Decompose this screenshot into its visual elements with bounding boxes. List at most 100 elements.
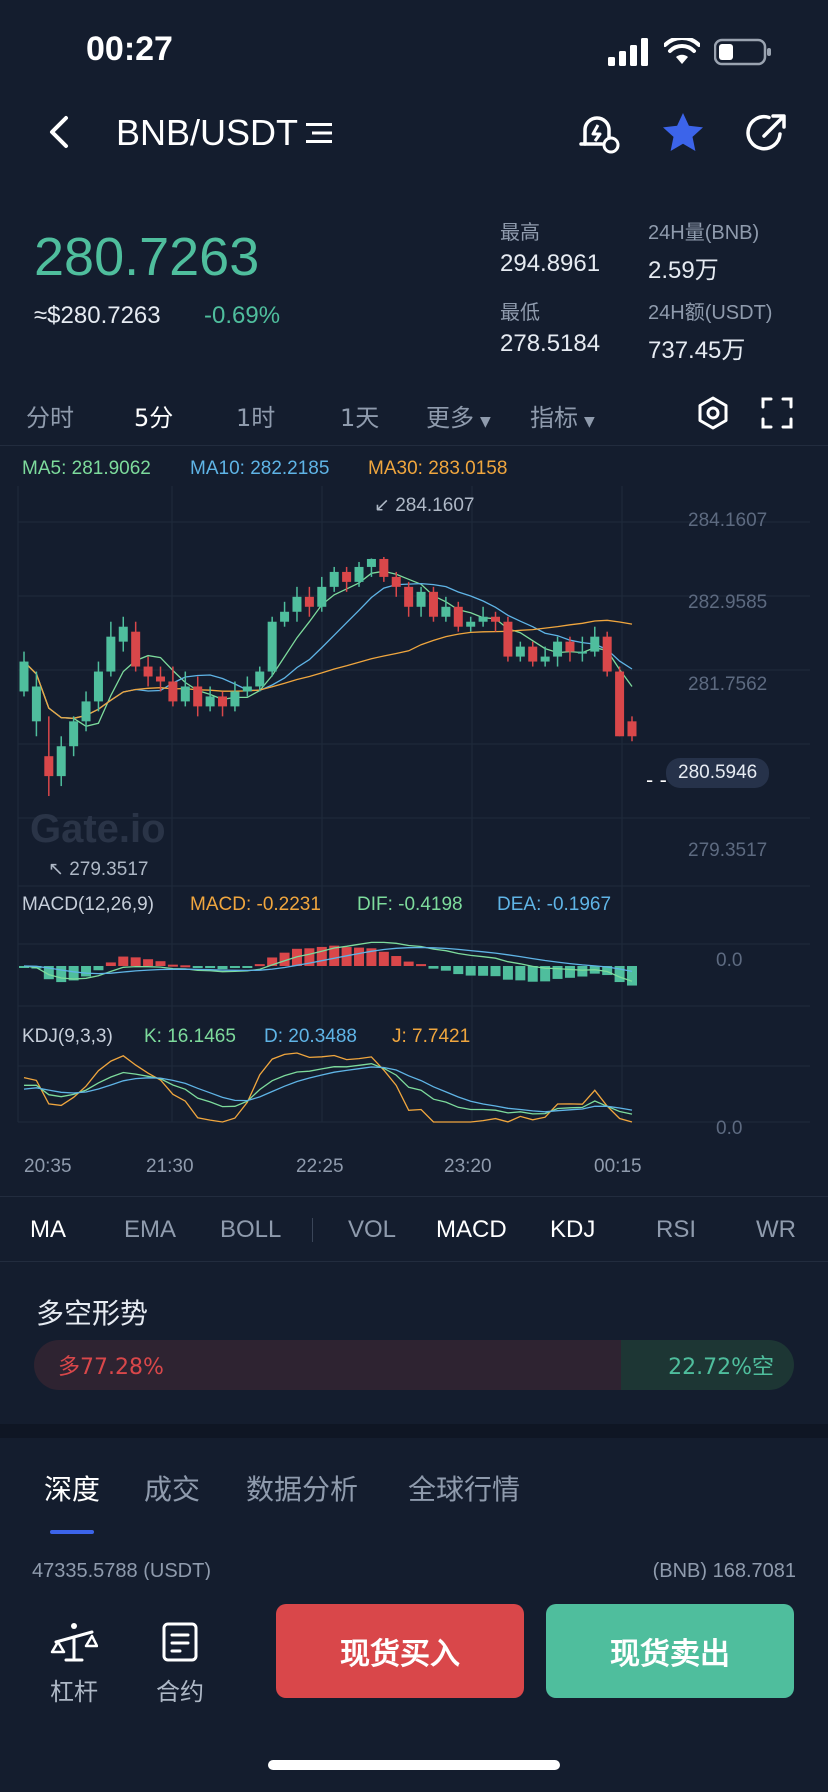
price-axis-label: 279.3517 <box>688 840 768 861</box>
watermark: Gate.io <box>30 807 166 851</box>
sentiment-short: 22.72%空 <box>621 1340 794 1390</box>
candle-body <box>428 591 438 617</box>
candle-body <box>56 746 66 777</box>
price-axis-label: 284.1607 <box>688 510 768 531</box>
depth-right-total: (BNB) 168.7081 <box>652 1560 796 1582</box>
candle-body <box>280 611 290 622</box>
candle-body <box>329 571 339 587</box>
candle-body <box>416 591 426 607</box>
tab-data-analysis[interactable]: 数据分析 <box>246 1473 359 1506</box>
high-label: 最高 <box>500 222 540 244</box>
macd-bar <box>81 966 92 977</box>
arrow-icon: ↖ <box>48 859 70 880</box>
macd-bar <box>478 966 489 976</box>
share-icon[interactable] <box>744 110 790 156</box>
price-change: -0.69% <box>204 302 281 329</box>
macd-bar <box>378 951 389 966</box>
candle-body <box>602 636 612 672</box>
tab-depth[interactable]: 深度 <box>44 1473 101 1506</box>
tab-trades[interactable]: 成交 <box>144 1473 201 1506</box>
macd-bar <box>428 966 439 969</box>
candle-body <box>391 576 401 587</box>
macd-bar <box>540 966 551 982</box>
macd-bar <box>43 966 54 980</box>
tab-ema[interactable]: EMA <box>124 1216 177 1243</box>
tab-5min[interactable]: 5分 <box>134 404 174 432</box>
status-icons <box>608 38 772 66</box>
settings-hex-icon[interactable] <box>696 396 730 430</box>
tab-more[interactable]: 更多 ▼ <box>426 398 491 433</box>
tab-indicator[interactable]: 指标 ▼ <box>530 398 595 433</box>
tab-macd[interactable]: MACD <box>436 1216 507 1243</box>
macd-bar <box>105 962 116 966</box>
j-value: J: 7.7421 <box>392 1026 471 1047</box>
tab-ma[interactable]: MA <box>30 1216 66 1243</box>
macd-bar <box>564 966 575 978</box>
contract-button[interactable]: 合约 <box>150 1620 210 1707</box>
candle-body <box>106 636 116 672</box>
candlestick-chart[interactable]: Gate.io <box>0 486 828 1156</box>
macd-bar <box>68 966 79 981</box>
amount-value: 737.45万 <box>648 337 746 364</box>
macd-bar <box>329 945 340 966</box>
candle-body <box>565 641 575 652</box>
candle-body <box>230 691 240 707</box>
low-marker-value: 279.3517 <box>69 859 149 880</box>
tab-1hour[interactable]: 1时 <box>236 404 276 432</box>
spot-buy-button[interactable]: 现货买入 <box>276 1604 524 1698</box>
j-line <box>23 1052 633 1123</box>
candle-body <box>540 656 550 662</box>
candle-body <box>342 571 352 582</box>
macd-bar <box>366 948 377 966</box>
macd-bar <box>465 966 476 976</box>
tab-kdj[interactable]: KDJ <box>550 1216 596 1243</box>
time-axis-label: 00:15 <box>594 1156 642 1177</box>
status-time: 00:27 <box>86 30 173 68</box>
tab-vol[interactable]: VOL <box>348 1216 397 1243</box>
time-axis-label: 23:20 <box>444 1156 492 1177</box>
tab-global-market[interactable]: 全球行情 <box>408 1473 521 1506</box>
favorite-star-icon[interactable] <box>660 110 706 156</box>
amount-label: 24H额(USDT) <box>648 302 773 324</box>
kdj-axis-label: 0.0 <box>716 1118 743 1139</box>
back-icon[interactable] <box>40 112 80 152</box>
candle-body <box>515 646 525 657</box>
caret-down-icon: ▼ <box>584 414 595 430</box>
home-indicator[interactable] <box>268 1760 560 1770</box>
macd-bar <box>341 947 352 966</box>
candle-body <box>441 606 451 617</box>
macd-bar <box>577 966 588 977</box>
macd-bar <box>602 966 613 976</box>
tab-line[interactable]: 分时 <box>26 404 74 432</box>
spot-sell-button[interactable]: 现货卖出 <box>546 1604 794 1698</box>
macd-bar <box>403 961 414 966</box>
d-value: D: 20.3488 <box>264 1026 357 1047</box>
candle-body <box>267 621 277 672</box>
tab-1day[interactable]: 1天 <box>340 404 380 432</box>
ma5-line <box>23 570 633 727</box>
candle-body <box>491 616 501 622</box>
candle-body <box>379 558 389 577</box>
price-alert-icon[interactable] <box>576 110 622 156</box>
candle-body <box>131 631 141 667</box>
macd-bar <box>229 966 240 969</box>
tab-rsi[interactable]: RSI <box>656 1216 697 1243</box>
high-marker: ↙ 284.1607 <box>374 494 474 517</box>
candle-body <box>466 621 476 627</box>
k-line <box>24 1063 633 1115</box>
macd-bar <box>267 957 278 966</box>
usd-price: ≈$280.7263 <box>34 302 161 329</box>
list-icon <box>306 123 333 143</box>
tab-boll[interactable]: BOLL <box>220 1216 282 1243</box>
macd-bar <box>614 966 625 983</box>
tab-wr[interactable]: WR <box>756 1216 796 1243</box>
section-divider <box>0 1424 828 1438</box>
pair-selector[interactable]: BNB/USDT <box>116 112 333 154</box>
high-value: 294.8961 <box>500 250 601 277</box>
low-label: 最低 <box>500 302 540 324</box>
fullscreen-icon[interactable] <box>760 396 794 430</box>
pair-title: BNB/USDT <box>116 112 299 153</box>
tab-divider <box>312 1218 313 1242</box>
leverage-button[interactable]: 杠杆 <box>44 1620 104 1707</box>
candles <box>19 556 637 797</box>
